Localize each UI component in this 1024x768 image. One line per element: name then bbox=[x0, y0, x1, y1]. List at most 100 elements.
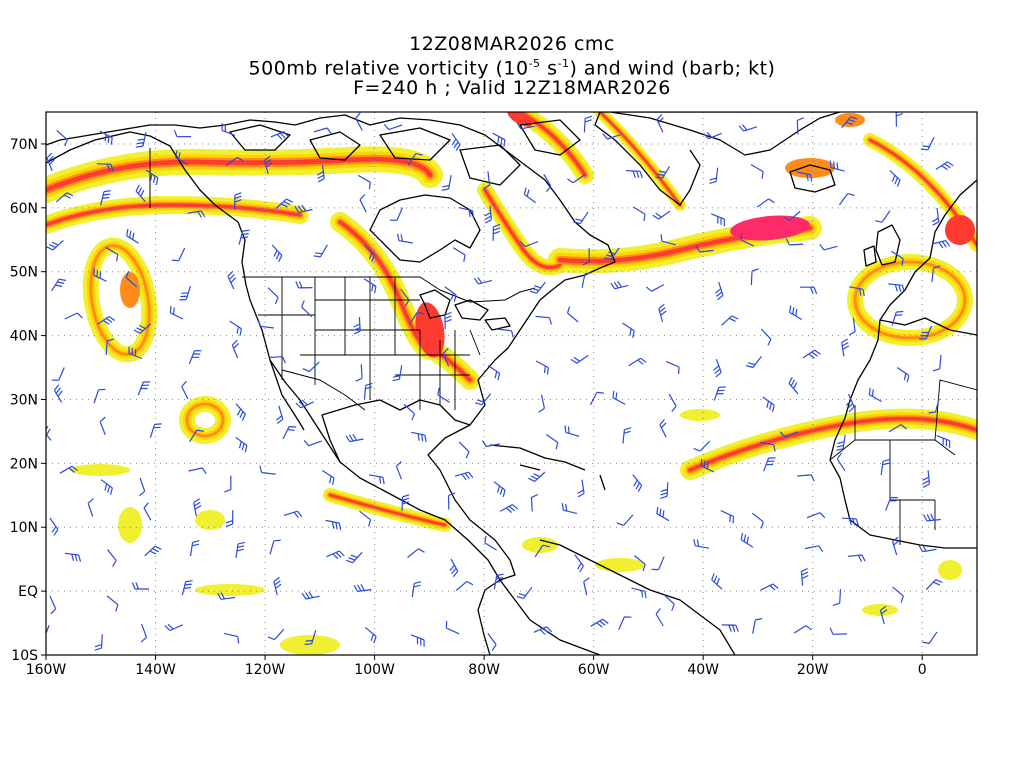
wind-barb bbox=[235, 436, 248, 453]
vorticity-shading bbox=[46, 112, 977, 655]
wind-barb bbox=[581, 272, 592, 288]
wind-barb bbox=[181, 380, 189, 400]
wind-barb bbox=[97, 316, 116, 325]
wind-barb bbox=[411, 431, 427, 443]
wind-barb bbox=[529, 281, 546, 294]
wind-barb bbox=[452, 247, 466, 262]
wind-barb bbox=[227, 270, 237, 290]
vorticity-band bbox=[46, 156, 433, 193]
wind-barb bbox=[282, 425, 297, 440]
wind-barb bbox=[295, 399, 314, 409]
wind-barb bbox=[645, 283, 665, 292]
wind-barb bbox=[935, 161, 954, 171]
wind-barb bbox=[224, 475, 232, 493]
wind-barb bbox=[105, 338, 114, 356]
wind-barb bbox=[410, 634, 425, 647]
wind-barb bbox=[842, 517, 859, 526]
vorticity-band bbox=[598, 112, 682, 207]
wind-barb bbox=[931, 240, 951, 249]
wind-barb bbox=[932, 354, 942, 372]
wind-barb bbox=[789, 305, 803, 321]
wind-barb bbox=[497, 328, 514, 338]
wind-barb bbox=[401, 494, 410, 512]
wind-barb bbox=[545, 434, 559, 450]
wind-barb bbox=[487, 632, 497, 651]
wind-barb bbox=[928, 398, 940, 414]
lon-tick-label: 120W bbox=[245, 662, 286, 678]
wind-barb bbox=[923, 513, 941, 522]
wind-barb bbox=[896, 367, 910, 383]
wind-barb bbox=[447, 492, 456, 510]
vorticity-blob bbox=[595, 558, 645, 572]
lon-tick-label: 160W bbox=[26, 662, 67, 678]
wind-barb bbox=[715, 281, 724, 301]
lat-tick-label: 50N bbox=[10, 265, 38, 281]
coast-iceland bbox=[789, 164, 836, 193]
wind-barb bbox=[633, 555, 646, 572]
vorticity-blob bbox=[70, 464, 130, 476]
wind-barb bbox=[802, 349, 821, 359]
wind-barb bbox=[257, 319, 275, 329]
lon-tick-label: 100W bbox=[354, 662, 395, 678]
wind-barb bbox=[931, 265, 941, 282]
wind-barb bbox=[64, 552, 82, 562]
africa-borders bbox=[829, 379, 977, 545]
wind-barb bbox=[359, 510, 372, 527]
wind-barb bbox=[612, 390, 626, 405]
wind-barb bbox=[273, 576, 282, 596]
lat-lon-gridlines bbox=[46, 112, 977, 655]
wind-barb bbox=[221, 123, 236, 137]
wind-barb bbox=[622, 427, 632, 444]
wind-barb bbox=[693, 538, 710, 549]
wind-barb bbox=[181, 580, 193, 596]
wind-barb bbox=[535, 315, 552, 325]
wind-barb bbox=[407, 153, 423, 166]
wind-barb bbox=[313, 127, 332, 134]
wind-barb bbox=[173, 129, 192, 138]
wind-barb bbox=[458, 441, 470, 459]
wind-barb bbox=[668, 393, 677, 413]
wind-barb bbox=[760, 328, 772, 346]
vorticity-band bbox=[328, 493, 447, 527]
wind-barb bbox=[493, 481, 506, 497]
wind-barb bbox=[105, 246, 119, 262]
wind-barb bbox=[845, 393, 855, 413]
wind-barb bbox=[889, 170, 901, 187]
wind-barb bbox=[179, 285, 192, 301]
lat-tick-label: 20N bbox=[10, 456, 38, 472]
wind-barb bbox=[437, 387, 450, 403]
wind-barb bbox=[316, 164, 325, 183]
wind-barb bbox=[444, 286, 457, 302]
wind-barb bbox=[225, 510, 234, 528]
wind-barb bbox=[353, 317, 361, 335]
wind-barb bbox=[275, 405, 284, 424]
wind-barb bbox=[756, 198, 775, 208]
wind-barb bbox=[920, 136, 935, 151]
wind-barb bbox=[238, 229, 250, 245]
wind-barb bbox=[885, 496, 898, 511]
wind-barb bbox=[235, 541, 246, 558]
wind-barb bbox=[922, 470, 930, 488]
wind-barb bbox=[523, 187, 537, 204]
wind-barb bbox=[229, 320, 242, 336]
wind-barb bbox=[345, 433, 364, 443]
vorticity-blob bbox=[118, 507, 142, 543]
vorticity-blob bbox=[195, 584, 265, 596]
map-axes: 160W 140W 120W 100W 80W 60W 40W 20W 0 70N 60N 50N 40… bbox=[10, 137, 927, 678]
wind-barb bbox=[325, 519, 342, 531]
wind-barb bbox=[695, 245, 714, 253]
wind-barb bbox=[99, 130, 113, 145]
vorticity-band bbox=[688, 416, 977, 472]
wind-barb bbox=[848, 317, 856, 336]
wind-barb bbox=[171, 247, 186, 262]
wind-barb bbox=[383, 124, 403, 131]
wind-barb bbox=[409, 311, 425, 325]
wind-barb bbox=[931, 207, 940, 226]
wind-barb bbox=[740, 232, 754, 247]
wind-barb bbox=[458, 207, 475, 218]
wind-barb bbox=[783, 210, 801, 221]
wind-barb bbox=[449, 558, 459, 578]
wind-barb bbox=[760, 583, 779, 591]
wind-barb bbox=[655, 166, 671, 179]
coast-south-america bbox=[499, 539, 736, 655]
